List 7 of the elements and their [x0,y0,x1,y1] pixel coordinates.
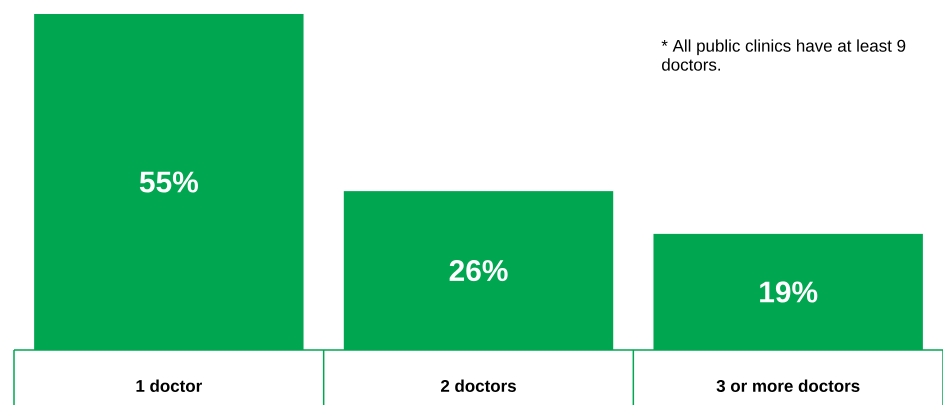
data-label: 55% [140,171,198,193]
data-label: 19% [760,281,818,303]
x-tick-label: 3 or more doctors [716,380,860,392]
annotation: * All public clinics have at least 9 doctors. [662,39,906,71]
x-tick-label: 2 doctors [440,380,516,392]
x-tick-label: 1 doctor [136,380,202,392]
data-label: 26% [450,260,508,282]
